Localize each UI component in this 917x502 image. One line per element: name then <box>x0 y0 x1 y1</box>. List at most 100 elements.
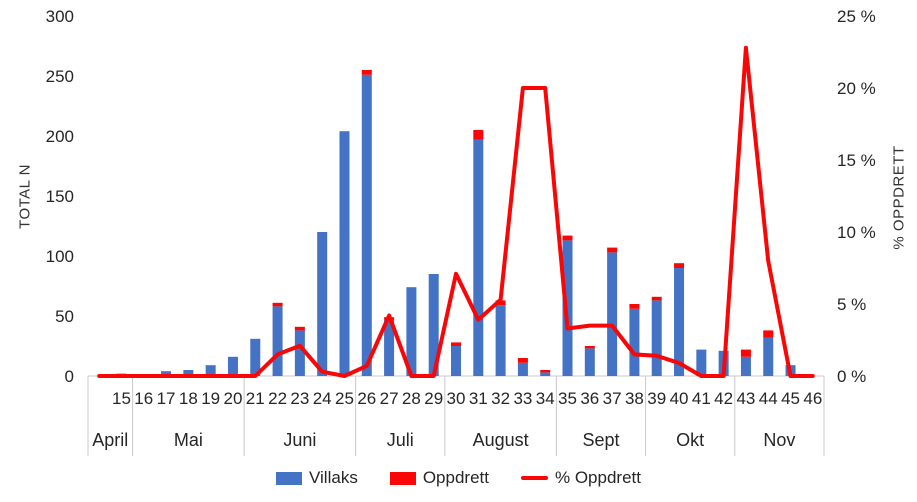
legend-item-pct-oppdrett: % Oppdrett <box>520 468 641 488</box>
left-axis-title: TOTAL N <box>16 164 34 229</box>
bar-villaks-w29 <box>428 274 439 376</box>
bar-villaks-w28 <box>406 287 417 376</box>
bar-villaks-w24 <box>317 232 328 376</box>
bar-oppdrett-w37 <box>607 247 618 253</box>
week-label: 25 <box>335 389 354 408</box>
bar-villaks-w30 <box>451 346 461 376</box>
legend-label: Villaks <box>309 468 358 487</box>
bar-oppdrett-w34 <box>540 370 551 373</box>
bar-villaks-w40 <box>674 268 685 376</box>
month-label: Mai <box>174 430 203 450</box>
bar-villaks-w36 <box>584 348 595 376</box>
left-tick-label: 250 <box>46 67 74 86</box>
bar-villaks-w37 <box>607 252 618 376</box>
week-label: 37 <box>603 389 622 408</box>
month-label: Juni <box>283 430 316 450</box>
week-label: 27 <box>380 389 399 408</box>
bar-oppdrett-w43 <box>740 349 751 357</box>
month-label: Sept <box>582 430 619 450</box>
bar-oppdrett-w26 <box>361 70 372 75</box>
bar-oppdrett-w40 <box>674 263 685 268</box>
left-tick-label: 150 <box>46 187 74 206</box>
week-label: 19 <box>201 389 220 408</box>
left-tick-label: 50 <box>55 307 74 326</box>
week-label: 41 <box>692 389 711 408</box>
week-label: 18 <box>179 389 198 408</box>
week-label: 45 <box>781 389 800 408</box>
week-label: 30 <box>447 389 466 408</box>
bar-oppdrett-w39 <box>651 296 662 301</box>
week-label: 44 <box>759 389 778 408</box>
bar-villaks-w38 <box>629 308 640 376</box>
week-label: 26 <box>357 389 376 408</box>
week-label: 23 <box>290 389 309 408</box>
left-tick-label: 300 <box>46 7 74 26</box>
bar-villaks-w25 <box>339 131 350 376</box>
right-tick-label: 20 % <box>837 79 876 98</box>
month-label: Juli <box>387 430 414 450</box>
villaks-swatch-icon <box>276 471 302 485</box>
right-tick-label: 5 % <box>837 295 866 314</box>
week-label: 17 <box>157 389 176 408</box>
legend-label: Oppdrett <box>422 468 489 487</box>
bar-villaks-w21 <box>250 338 261 376</box>
legend: Villaks Oppdrett % Oppdrett <box>0 464 917 492</box>
month-label: August <box>473 430 529 450</box>
right-tick-label: 25 % <box>837 7 876 26</box>
oppdrett-swatch-icon <box>389 471 416 485</box>
week-label: 21 <box>246 389 265 408</box>
legend-item-villaks: Villaks <box>276 468 358 488</box>
bar-oppdrett-w35 <box>562 235 573 241</box>
right-axis-title: % OPPDRETT <box>890 145 908 250</box>
bar-villaks-w32 <box>495 305 506 376</box>
week-label: 40 <box>670 389 689 408</box>
bar-oppdrett-w32 <box>495 300 506 306</box>
bar-oppdrett-w44 <box>763 330 774 338</box>
bar-villaks-w22 <box>272 306 283 376</box>
week-label: 35 <box>558 389 577 408</box>
week-label: 38 <box>625 389 644 408</box>
bar-oppdrett-w31 <box>473 130 484 140</box>
bar-villaks-w26 <box>361 74 372 377</box>
bar-villaks-w33 <box>517 362 528 376</box>
bar-villaks-w20 <box>227 356 238 376</box>
month-label: Nov <box>763 430 795 450</box>
right-tick-label: 0 % <box>837 367 866 386</box>
week-label: 33 <box>513 389 532 408</box>
bar-villaks-w44 <box>763 337 774 376</box>
week-label: 31 <box>469 389 488 408</box>
week-label: 15 <box>112 389 131 408</box>
week-label: 34 <box>536 389 555 408</box>
bar-oppdrett-w36 <box>584 346 595 349</box>
bar-villaks-w34 <box>540 372 551 376</box>
bar-villaks-w39 <box>651 300 662 376</box>
right-tick-label: 15 % <box>837 151 876 170</box>
week-label: 28 <box>402 389 421 408</box>
bar-villaks-w43 <box>740 356 751 376</box>
month-label: April <box>92 430 128 450</box>
bar-villaks-w19 <box>205 365 216 376</box>
pct-oppdrett-line-swatch-icon <box>520 476 548 480</box>
week-label: 24 <box>313 389 332 408</box>
bar-villaks-w23 <box>294 330 305 376</box>
bar-villaks-w27 <box>384 319 395 376</box>
bar-oppdrett-w23 <box>294 326 305 331</box>
week-label: 22 <box>268 389 287 408</box>
right-tick-label: 10 % <box>837 223 876 242</box>
week-label: 16 <box>134 389 153 408</box>
bar-oppdrett-w22 <box>272 302 283 307</box>
pct-oppdrett-line <box>97 45 815 378</box>
bar-oppdrett-w33 <box>517 358 528 363</box>
month-label: Okt <box>676 430 704 450</box>
left-tick-label: 200 <box>46 127 74 146</box>
bar-villaks-w31 <box>473 139 484 376</box>
week-label: 20 <box>224 389 243 408</box>
bar-villaks-w18 <box>183 370 194 376</box>
bar-oppdrett-w30 <box>451 342 461 346</box>
week-label: 46 <box>803 389 822 408</box>
week-label: 36 <box>580 389 599 408</box>
legend-item-oppdrett: Oppdrett <box>389 468 489 488</box>
week-label: 29 <box>424 389 443 408</box>
